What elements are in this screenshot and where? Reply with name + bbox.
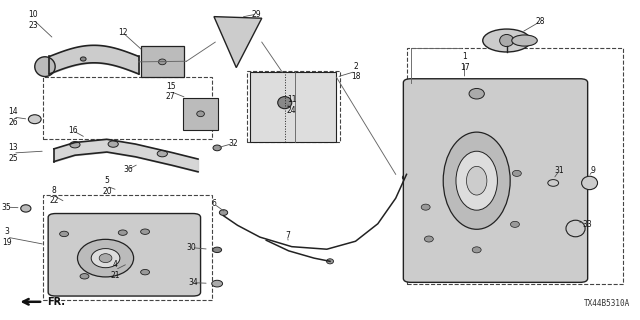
Text: 5
20: 5 20 — [102, 176, 111, 196]
Text: 6: 6 — [211, 199, 216, 208]
Ellipse shape — [278, 97, 292, 109]
Text: TX44B5310A: TX44B5310A — [584, 299, 630, 308]
Text: 15
27: 15 27 — [166, 82, 175, 101]
Text: 4
21: 4 21 — [110, 260, 120, 280]
Ellipse shape — [81, 57, 86, 61]
Text: 8
22: 8 22 — [49, 186, 59, 205]
Text: 7: 7 — [285, 231, 290, 240]
Ellipse shape — [467, 166, 487, 195]
Ellipse shape — [196, 111, 204, 117]
Text: 14
26: 14 26 — [8, 107, 18, 127]
FancyBboxPatch shape — [48, 213, 200, 296]
Text: FR.: FR. — [47, 297, 65, 307]
Ellipse shape — [213, 145, 221, 151]
Text: 11
24: 11 24 — [287, 95, 296, 115]
Ellipse shape — [35, 57, 55, 76]
Text: 16: 16 — [68, 126, 78, 135]
Text: 1
17: 1 17 — [460, 52, 469, 72]
Text: 33: 33 — [582, 220, 592, 229]
Text: 36: 36 — [123, 165, 132, 174]
Ellipse shape — [566, 220, 585, 237]
Text: 12: 12 — [118, 28, 127, 37]
Ellipse shape — [483, 29, 531, 52]
Ellipse shape — [403, 175, 411, 180]
Bar — [141, 46, 184, 76]
Ellipse shape — [513, 170, 522, 176]
Ellipse shape — [108, 141, 118, 147]
Bar — [406, 49, 623, 284]
Ellipse shape — [28, 115, 41, 124]
Ellipse shape — [220, 210, 228, 215]
Ellipse shape — [444, 132, 510, 229]
Text: 29: 29 — [252, 10, 262, 19]
Ellipse shape — [70, 141, 80, 148]
Text: 9: 9 — [591, 166, 596, 175]
Ellipse shape — [77, 239, 134, 277]
Bar — [247, 71, 340, 142]
Bar — [183, 98, 218, 130]
Text: 31: 31 — [555, 166, 564, 175]
Ellipse shape — [421, 204, 430, 210]
Text: 34: 34 — [188, 278, 198, 287]
Ellipse shape — [141, 229, 150, 234]
Ellipse shape — [582, 176, 598, 190]
Ellipse shape — [20, 205, 31, 212]
Ellipse shape — [424, 236, 433, 242]
FancyBboxPatch shape — [403, 79, 588, 282]
Ellipse shape — [157, 150, 168, 157]
Text: 13
25: 13 25 — [8, 143, 18, 163]
Text: 35: 35 — [2, 203, 12, 212]
Text: 32: 32 — [228, 139, 238, 148]
Ellipse shape — [60, 231, 68, 236]
Ellipse shape — [456, 151, 497, 210]
Text: 2
18: 2 18 — [351, 62, 360, 81]
Ellipse shape — [80, 274, 89, 279]
Text: 28: 28 — [536, 17, 545, 26]
Ellipse shape — [472, 247, 481, 253]
Ellipse shape — [141, 269, 150, 275]
Ellipse shape — [511, 221, 520, 228]
Bar — [250, 72, 337, 141]
Text: 30: 30 — [187, 243, 196, 252]
Ellipse shape — [99, 254, 112, 263]
Ellipse shape — [91, 249, 120, 268]
Text: 10
23: 10 23 — [29, 10, 38, 29]
Ellipse shape — [159, 59, 166, 65]
Ellipse shape — [500, 35, 514, 47]
Polygon shape — [214, 17, 262, 68]
Ellipse shape — [212, 247, 221, 252]
Ellipse shape — [326, 259, 333, 264]
Ellipse shape — [469, 88, 484, 99]
Bar — [43, 195, 212, 300]
Ellipse shape — [512, 35, 537, 46]
Bar — [43, 77, 212, 139]
Ellipse shape — [548, 180, 559, 186]
Text: 3
19: 3 19 — [2, 228, 12, 247]
Ellipse shape — [212, 280, 223, 287]
Ellipse shape — [118, 230, 127, 235]
